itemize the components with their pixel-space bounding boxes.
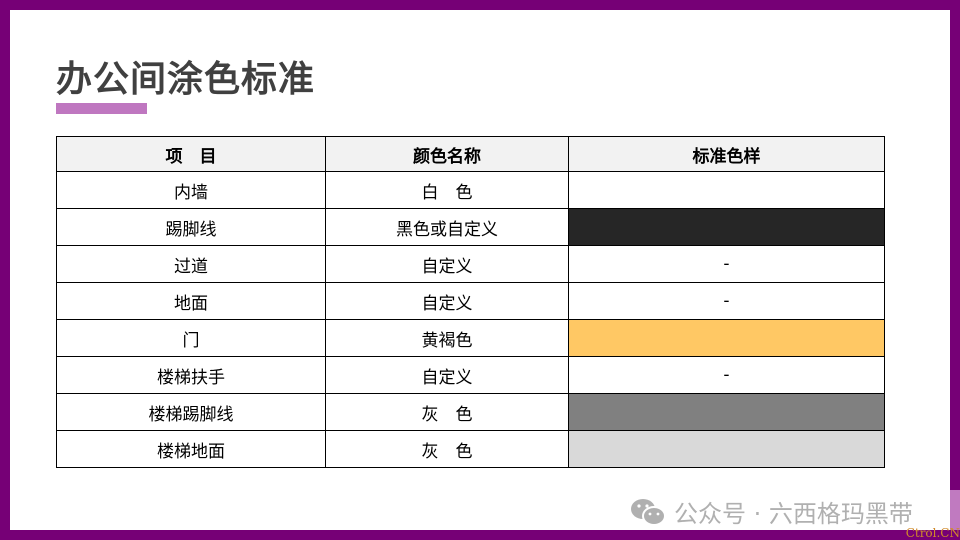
table-row: 踢脚线 黑色或自定义 (56, 208, 885, 246)
page-title: 办公间涂色标准 (56, 59, 316, 100)
color-standard-table: 项 目 颜色名称 标准色样 内墙 白 色 踢脚线 黑色或自定义 过道 自定义 -… (56, 136, 885, 468)
table-row: 过道 自定义 - (56, 245, 885, 283)
wechat-icon (631, 498, 666, 526)
title-underline (56, 103, 147, 114)
color-name-cell: 灰 色 (325, 393, 569, 431)
swatch-cell (568, 393, 885, 431)
table-row: 门 黄褐色 (56, 319, 885, 357)
color-name-cell: 黄褐色 (325, 319, 569, 357)
table-row: 地面 自定义 - (56, 282, 885, 320)
item-cell: 楼梯扶手 (56, 356, 326, 394)
swatch-cell (568, 171, 885, 209)
item-cell: 过道 (56, 245, 326, 283)
swatch-cell: - (568, 356, 885, 394)
header-swatch: 标准色样 (568, 136, 885, 172)
swatch-cell (568, 430, 885, 468)
watermark: 公众号 · 六西格玛黑带 (630, 494, 913, 529)
color-name-cell: 自定义 (325, 356, 569, 394)
color-name-cell: 自定义 (325, 282, 569, 320)
swatch-cell (568, 319, 885, 357)
slide: 办公间涂色标准 项 目 颜色名称 标准色样 内墙 白 色 踢脚线 黑色或自定义 … (10, 10, 950, 530)
item-cell: 内墙 (56, 171, 326, 209)
table-row: 楼梯扶手 自定义 - (56, 356, 885, 394)
item-cell: 地面 (56, 282, 326, 320)
color-name-cell: 白 色 (325, 171, 569, 209)
item-cell: 踢脚线 (56, 208, 326, 246)
item-cell: 楼梯地面 (56, 430, 326, 468)
table-row: 楼梯踢脚线 灰 色 (56, 393, 885, 431)
color-name-cell: 黑色或自定义 (325, 208, 569, 246)
swatch-cell (568, 208, 885, 246)
header-item: 项 目 (56, 136, 326, 172)
item-cell: 楼梯踢脚线 (56, 393, 326, 431)
table-row: 内墙 白 色 (56, 171, 885, 209)
corner-strip (950, 490, 960, 530)
swatch-cell: - (568, 245, 885, 283)
table-row: 楼梯地面 灰 色 (56, 430, 885, 468)
corner-mark: Ctrol.CN (905, 526, 960, 540)
color-name-cell: 灰 色 (325, 430, 569, 468)
header-color-name: 颜色名称 (325, 136, 569, 172)
item-cell: 门 (56, 319, 326, 357)
swatch-cell: - (568, 282, 885, 320)
color-name-cell: 自定义 (325, 245, 569, 283)
watermark-text: 公众号 · 六西格玛黑带 (674, 500, 913, 528)
